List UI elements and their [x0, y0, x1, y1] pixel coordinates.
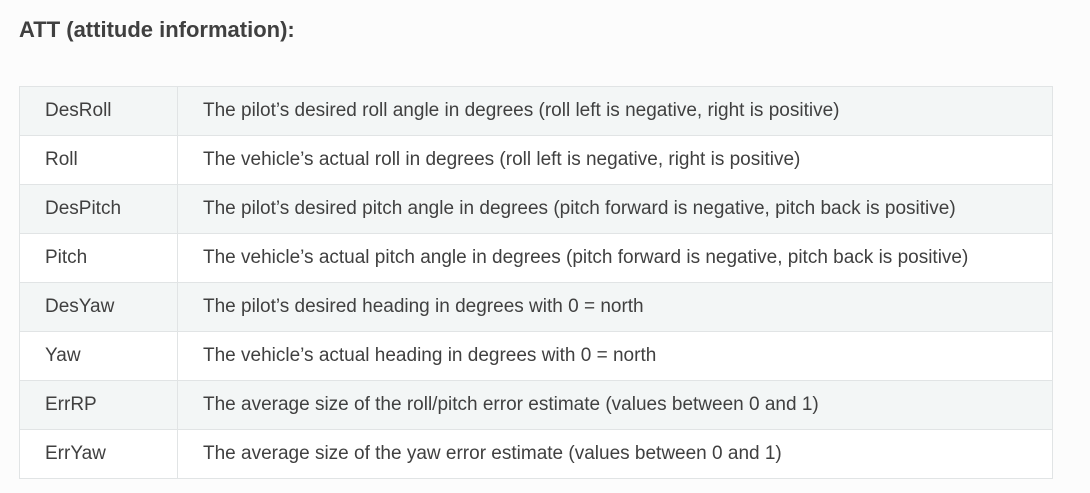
field-description: The vehicle’s actual heading in degrees … [177, 331, 1053, 381]
field-name: ErrYaw [19, 429, 178, 479]
field-name: Pitch [19, 233, 178, 283]
field-description: The pilot’s desired roll angle in degree… [177, 86, 1053, 136]
table-row: ErrYaw The average size of the yaw error… [19, 429, 1053, 479]
table-row: DesPitch The pilot’s desired pitch angle… [19, 184, 1053, 234]
field-name: DesPitch [19, 184, 178, 234]
table-row: ErrRP The average size of the roll/pitch… [19, 380, 1053, 430]
field-name: Roll [19, 135, 178, 185]
field-description: The vehicle’s actual roll in degrees (ro… [177, 135, 1053, 185]
field-description: The pilot’s desired pitch angle in degre… [177, 184, 1053, 234]
table-row: Pitch The vehicle’s actual pitch angle i… [19, 233, 1053, 283]
field-name: DesYaw [19, 282, 178, 332]
field-description: The vehicle’s actual pitch angle in degr… [177, 233, 1053, 283]
field-description: The average size of the roll/pitch error… [177, 380, 1053, 430]
field-name: DesRoll [19, 86, 178, 136]
field-name: ErrRP [19, 380, 178, 430]
field-description: The pilot’s desired heading in degrees w… [177, 282, 1053, 332]
field-description: The average size of the yaw error estima… [177, 429, 1053, 479]
field-name: Yaw [19, 331, 178, 381]
section-heading: ATT (attitude information): [19, 17, 295, 42]
table-row: DesYaw The pilot’s desired heading in de… [19, 282, 1053, 332]
table-row: Yaw The vehicle’s actual heading in degr… [19, 331, 1053, 381]
table-row: DesRoll The pilot’s desired roll angle i… [19, 86, 1053, 136]
att-fields-table: DesRoll The pilot’s desired roll angle i… [19, 86, 1053, 479]
table-row: Roll The vehicle’s actual roll in degree… [19, 135, 1053, 185]
